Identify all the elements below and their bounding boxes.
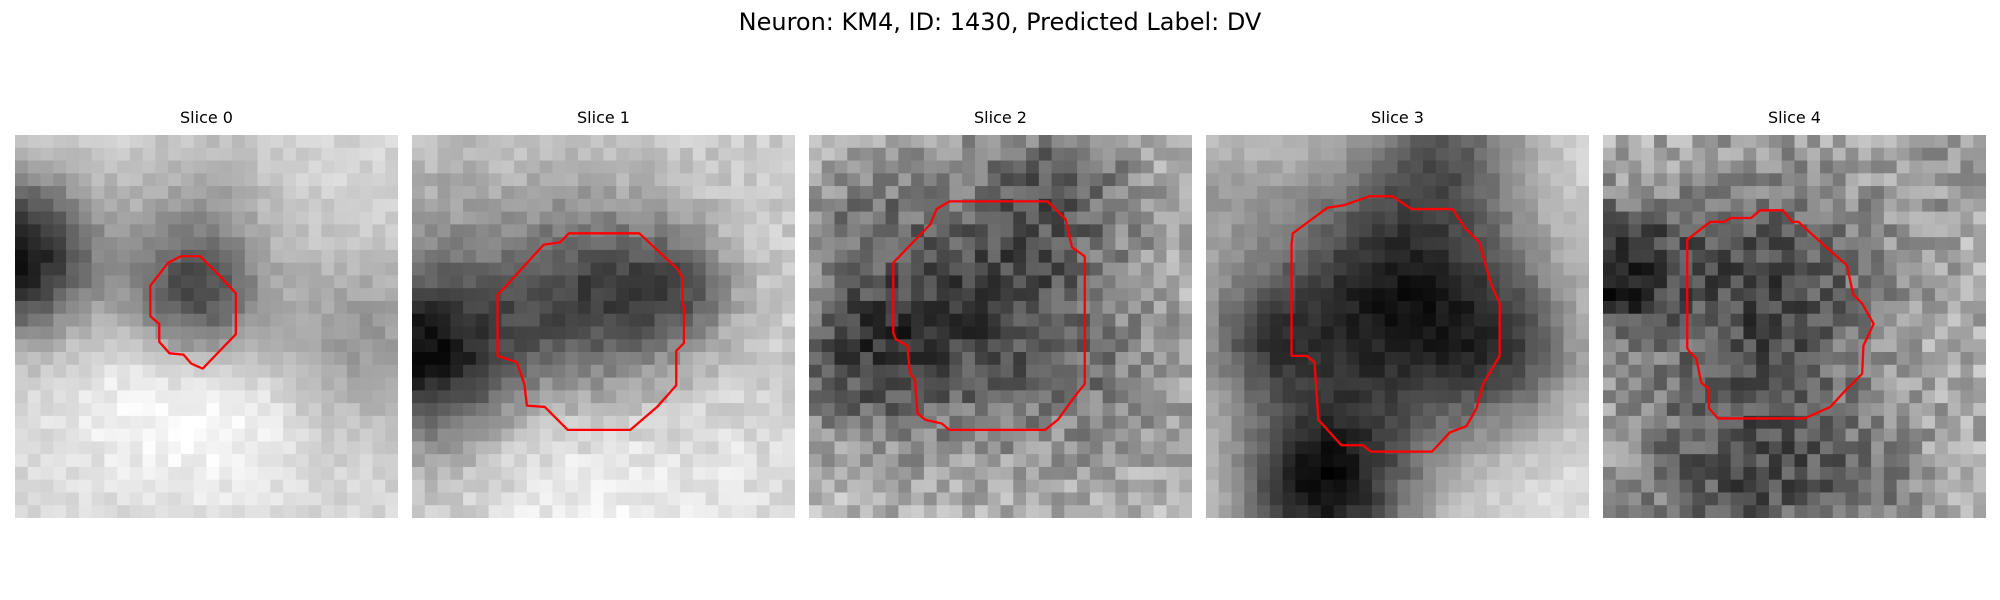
- slice-panel-1: Slice 1: [412, 108, 795, 518]
- cell-contour-outline: [496, 232, 686, 432]
- slice-image-2: [809, 135, 1192, 518]
- pixel-grid: [15, 135, 398, 518]
- slice-title-1: Slice 1: [577, 108, 630, 127]
- slice-image-4: [1603, 135, 1986, 518]
- figure-title: Neuron: KM4, ID: 1430, Predicted Label: …: [738, 8, 1262, 36]
- pixel-grid: [412, 135, 795, 518]
- cell-contour-outline: [1686, 209, 1875, 420]
- cell-contour-outline: [149, 255, 238, 370]
- slice-title-2: Slice 2: [974, 108, 1027, 127]
- cell-contour-outline: [892, 200, 1086, 432]
- pixel-grid: [1603, 135, 1986, 518]
- slice-title-0: Slice 0: [180, 108, 233, 127]
- pixel-grid: [1206, 135, 1589, 518]
- slice-panel-3: Slice 3: [1206, 108, 1589, 518]
- pixel-grid: [809, 135, 1192, 518]
- slice-image-0: [15, 135, 398, 518]
- slice-title-3: Slice 3: [1371, 108, 1424, 127]
- slice-image-3: [1206, 135, 1589, 518]
- slice-title-4: Slice 4: [1768, 108, 1821, 127]
- slice-panel-0: Slice 0: [15, 108, 398, 518]
- slice-image-1: [412, 135, 795, 518]
- slice-panel-2: Slice 2: [809, 108, 1192, 518]
- slice-panel-4: Slice 4: [1603, 108, 1986, 518]
- cell-contour-outline: [1290, 195, 1501, 453]
